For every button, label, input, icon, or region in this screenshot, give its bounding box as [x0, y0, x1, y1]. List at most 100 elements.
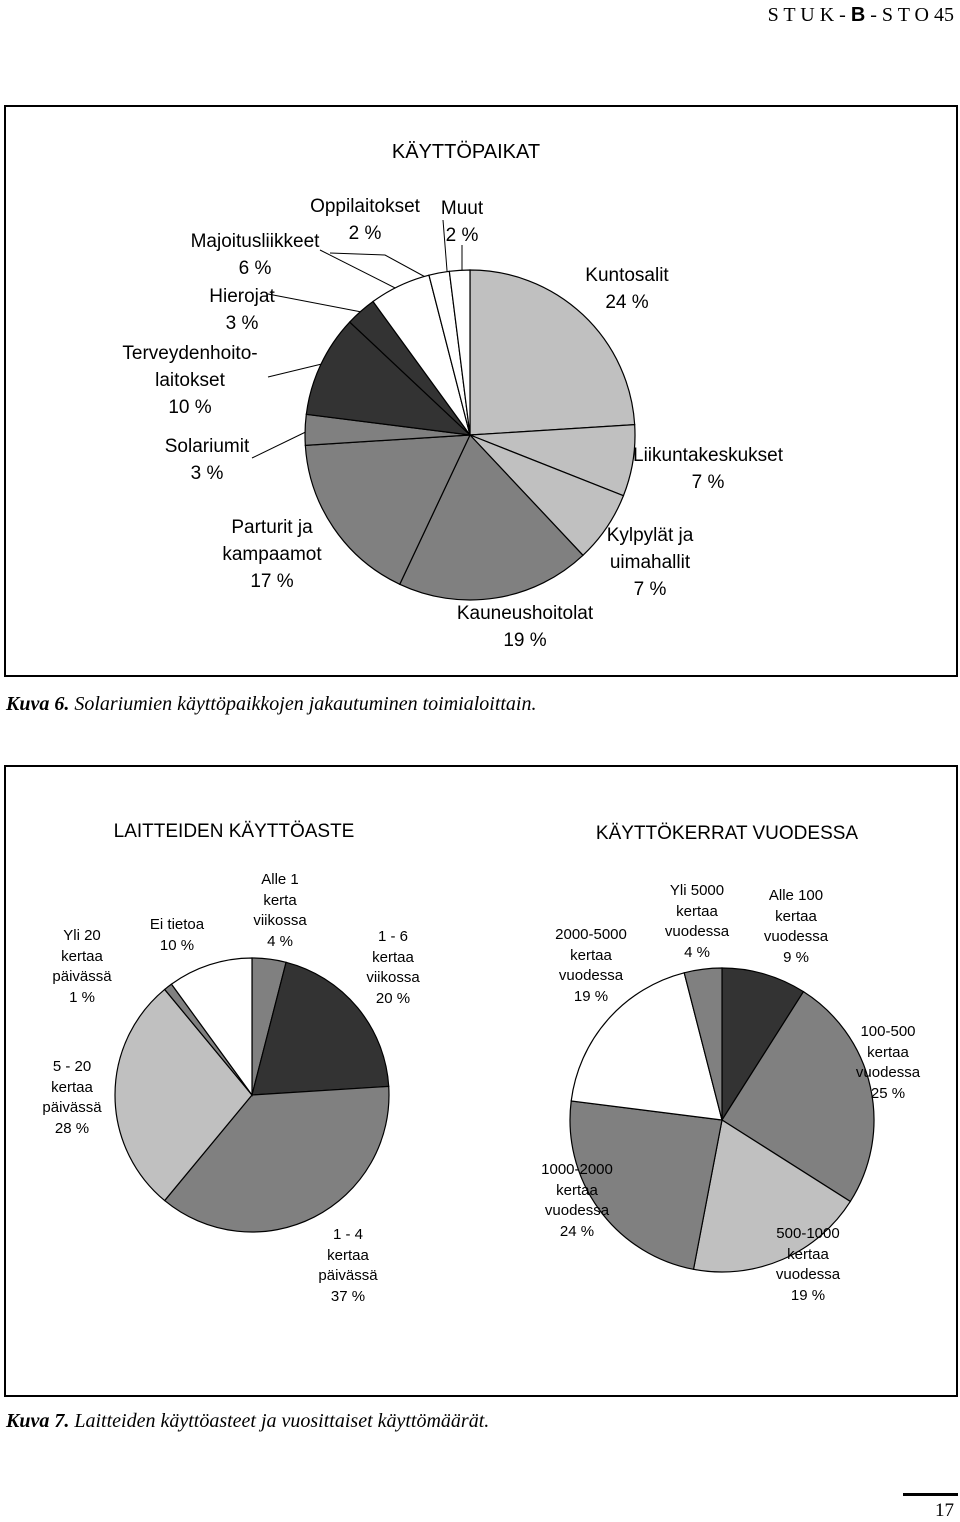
category: Yli 20 kertaa päivässä — [52, 927, 112, 985]
page-number: 17 — [935, 1500, 954, 1521]
slice-label: Hierojat 3 % — [209, 283, 274, 337]
slice-label: 1000-2000 kertaa vuodessa 24 % — [541, 1160, 613, 1242]
slice-label: 5 - 20 kertaa päivässä 28 % — [42, 1057, 101, 1139]
value-label: 6 % — [238, 258, 272, 279]
category: 1000-2000 kertaa vuodessa — [541, 1161, 613, 1219]
value-label: 24 % — [605, 292, 649, 313]
slice-label: Yli 20 kertaa päivässä 1 % — [52, 926, 111, 1008]
caption-label: Kuva 7. — [6, 1410, 70, 1432]
slice-label: 500-1000 kertaa vuodessa 19 % — [776, 1224, 840, 1306]
slice-label: 2000-5000 kertaa vuodessa 19 % — [555, 925, 627, 1007]
leader-line — [329, 252, 441, 286]
slice-label: Kylpylät ja uimahallit 7 % — [607, 522, 694, 603]
value-label: 19 % — [503, 630, 547, 651]
value-label: 19 % — [790, 1286, 826, 1304]
caption-text: Solariumien käyttöpaikkojen jakautuminen… — [69, 693, 537, 715]
slice-label: Alle 100 kertaa vuodessa 9 % — [764, 886, 828, 968]
pie-slice — [721, 967, 805, 1123]
caption-label: Kuva 6. — [6, 693, 70, 715]
category: Solariumit — [164, 436, 250, 457]
pie-slice — [305, 321, 472, 436]
value-label: 10 % — [159, 936, 195, 954]
slice-label: Oppilaitokset 2 % — [310, 193, 420, 247]
slice-label: 1 - 6 kertaa viikossa 20 % — [366, 927, 419, 1009]
value-label: 2 % — [348, 223, 382, 244]
leader-line — [267, 361, 331, 378]
pie-slice — [251, 961, 390, 1096]
value-label: 37 % — [330, 1287, 366, 1305]
value-label: 17 % — [250, 571, 294, 592]
category: 100-500 kertaa vuodessa — [855, 1023, 921, 1081]
value-label: 4 % — [684, 943, 710, 961]
figure-frame — [4, 105, 958, 677]
category: Alle 1 kerta viikossa — [253, 871, 307, 929]
header-text: S T U K - — [767, 4, 851, 26]
leader-line — [267, 293, 373, 315]
value-label: 10 % — [168, 397, 212, 418]
pie-slice — [683, 967, 723, 1121]
pie-slice — [469, 269, 636, 436]
pie-slice — [569, 1100, 723, 1271]
category: 5 - 20 kertaa päivässä — [42, 1058, 102, 1116]
slice-label: Liikuntakeskukset 7 % — [633, 442, 783, 496]
slice-label: Kauneushoitolat 19 % — [457, 600, 593, 654]
header-text: B — [850, 4, 866, 26]
category: Kuntosalit — [585, 265, 669, 286]
slice-label: 1 - 4 kertaa päivässä 37 % — [318, 1225, 377, 1307]
category: Hierojat — [209, 286, 275, 307]
slice-label: Terveydenhoito- laitokset 10 % — [122, 340, 257, 421]
pie-slice — [570, 972, 723, 1121]
slice-label: Ei tietoa 10 % — [150, 915, 204, 956]
figure-frame — [4, 765, 958, 1397]
category: Yli 5000 kertaa vuodessa — [664, 882, 730, 940]
value-label: 7 % — [633, 579, 667, 600]
category: Alle 100 kertaa vuodessa — [763, 887, 829, 945]
value-label: 28 % — [54, 1119, 90, 1137]
pie-slice — [692, 1119, 852, 1273]
slice-label: Alle 1 kerta viikossa 4 % — [253, 870, 306, 952]
value-label: 1 % — [69, 988, 95, 1006]
value-label: 25 % — [870, 1084, 906, 1102]
value-label: 9 % — [783, 948, 809, 966]
value-label: 24 % — [559, 1222, 595, 1240]
category: Kauneushoitolat — [456, 603, 594, 624]
slice-label: 100-500 kertaa vuodessa 25 % — [856, 1022, 920, 1104]
category: Majoitusliikkeet — [190, 231, 320, 252]
category: 2000-5000 kertaa vuodessa — [555, 926, 627, 984]
value-label: 3 % — [190, 463, 224, 484]
category: 1 - 6 kertaa viikossa — [366, 928, 420, 986]
category: 500-1000 kertaa vuodessa — [775, 1225, 841, 1283]
pie-slice — [170, 957, 253, 1097]
slice-label: Parturit ja kampaamot 17 % — [222, 514, 321, 595]
value-label: 20 % — [375, 989, 411, 1007]
value-label: 2 % — [445, 225, 479, 246]
slice-label: Majoitusliikkeet 6 % — [191, 228, 320, 282]
pie-slice — [448, 269, 471, 436]
leader-line — [319, 249, 406, 294]
category: Muut — [440, 198, 484, 219]
header-text: - S T O 45 — [865, 4, 954, 26]
category: Kylpylät ja uimahallit — [606, 525, 694, 573]
chart-title: KÄYTTÖPAIKAT — [391, 141, 541, 163]
pie-slice — [163, 1085, 390, 1233]
slice-label: Yli 5000 kertaa vuodessa 4 % — [665, 881, 729, 963]
slice-label: Solariumit 3 % — [165, 433, 249, 487]
category: Oppilaitokset — [310, 196, 420, 217]
category: 1 - 4 kertaa päivässä — [318, 1226, 378, 1284]
pie-slice — [114, 988, 253, 1202]
category: Parturit ja kampaamot — [222, 517, 322, 565]
chart-title: LAITTEIDEN KÄYTTÖASTE — [113, 821, 355, 842]
pie-slice — [398, 433, 584, 601]
rule — [903, 1493, 958, 1496]
slice-label: Muut 2 % — [441, 195, 483, 249]
pie-slice — [721, 990, 875, 1203]
value-label: 19 % — [573, 987, 609, 1005]
slice-label: Kuntosalit 24 % — [585, 262, 668, 316]
caption: Kuva 6. Solariumien käyttöpaikkojen jaka… — [6, 693, 537, 716]
leader-lines — [251, 219, 463, 459]
value-label: 4 % — [267, 932, 293, 950]
chart-title: KÄYTTÖKERRAT VUODESSA — [595, 823, 859, 844]
category: Liikuntakeskukset — [633, 445, 783, 466]
